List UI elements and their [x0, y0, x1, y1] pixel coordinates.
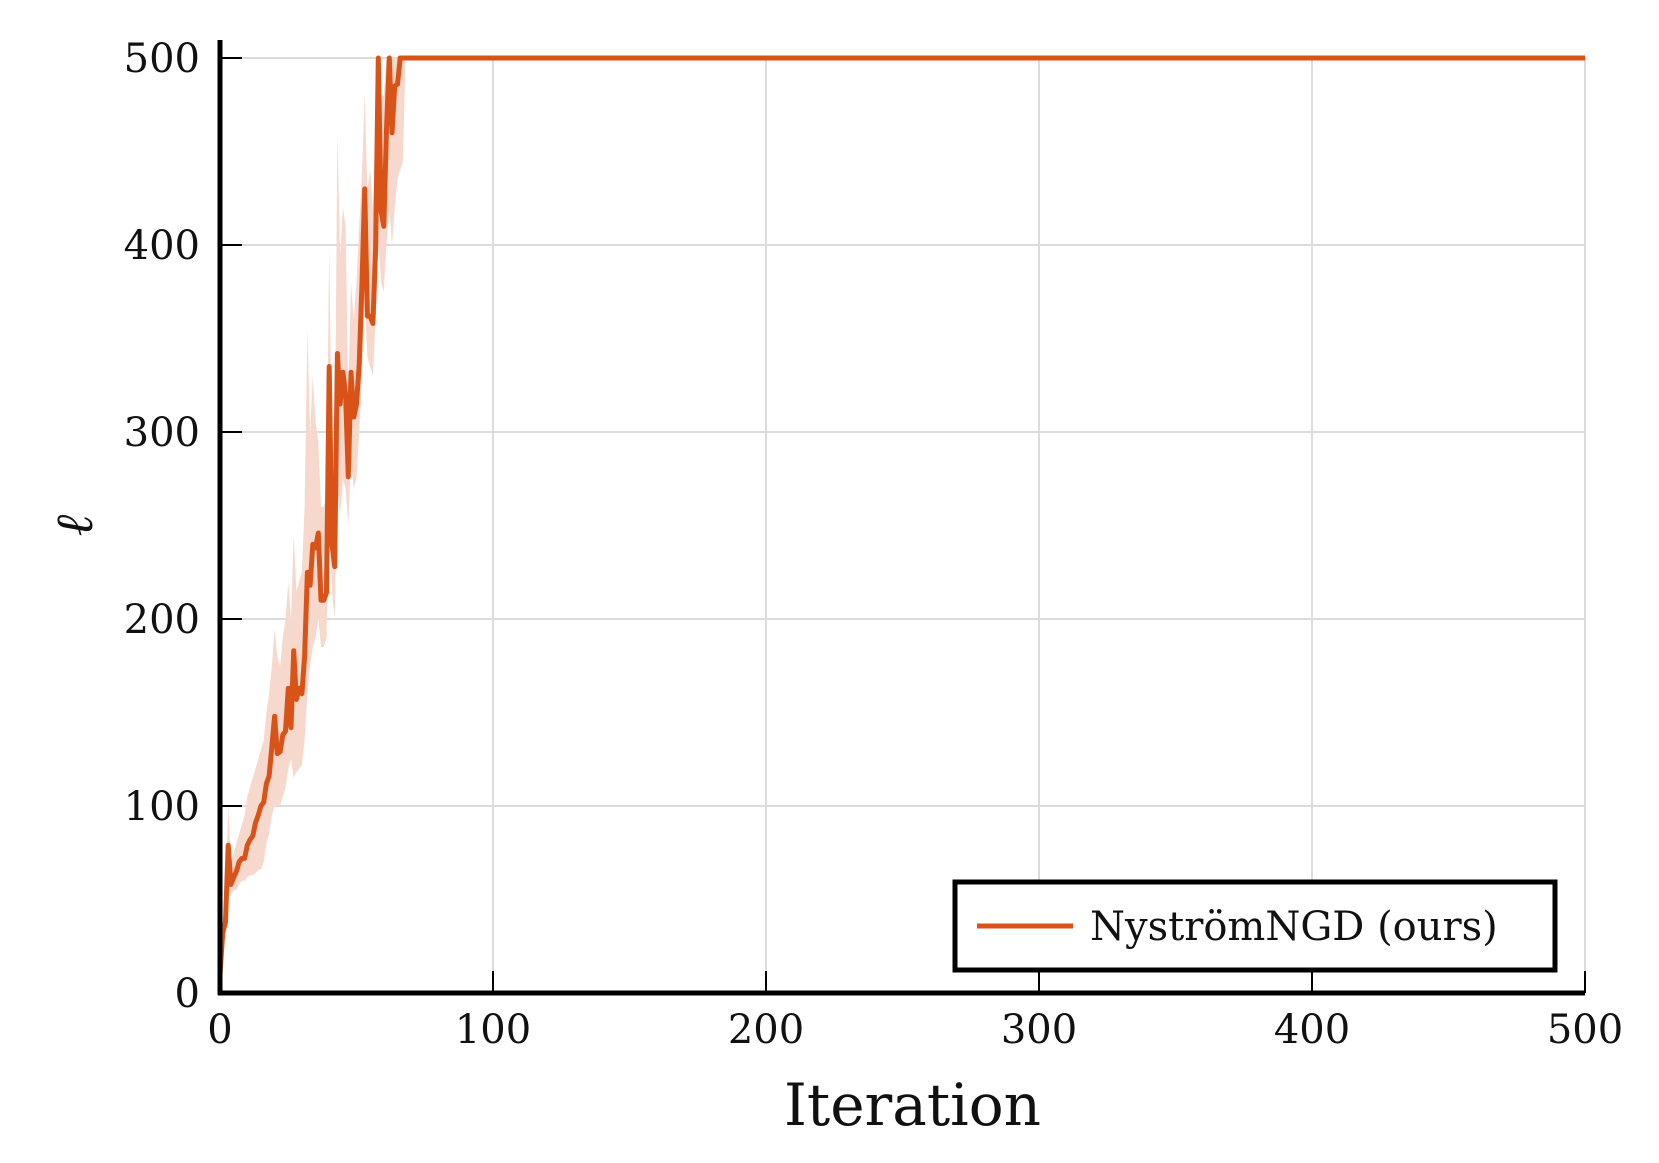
series-band-0: [220, 58, 1585, 975]
grid: [219, 57, 1586, 994]
x-tick-label-300: 300: [1001, 1007, 1077, 1053]
series-line-0: [217, 55, 1585, 975]
axes: [217, 40, 1586, 996]
y-tick-label-400: 400: [124, 223, 200, 269]
y-tick-label-200: 200: [124, 597, 200, 643]
legend-label-0: NyströmNGD (ours): [1090, 904, 1498, 950]
tick-labels: 0 100 200 300 400 500 0 100 200 300 400 500: [124, 36, 1624, 1053]
confidence-band: [220, 58, 1585, 975]
y-tick-label-100: 100: [124, 784, 200, 830]
y-tick-label-0: 0: [175, 971, 200, 1017]
series-line: [217, 55, 1585, 975]
y-tick-label-500: 500: [124, 36, 200, 82]
y-axis-title: ℓ: [45, 514, 105, 536]
x-tick-label-400: 400: [1274, 1007, 1350, 1053]
x-tick-label-100: 100: [455, 1007, 531, 1053]
x-tick-label-500: 500: [1547, 1007, 1623, 1053]
x-axis-title: Iteration: [784, 1071, 1041, 1139]
x-tick-label-200: 200: [728, 1007, 804, 1053]
axis-titles: Iteration ℓ: [45, 514, 1041, 1139]
x-tick-label-0: 0: [207, 1007, 232, 1053]
y-tick-label-300: 300: [124, 410, 200, 456]
legend: NyströmNGD (ours): [952, 879, 1558, 973]
